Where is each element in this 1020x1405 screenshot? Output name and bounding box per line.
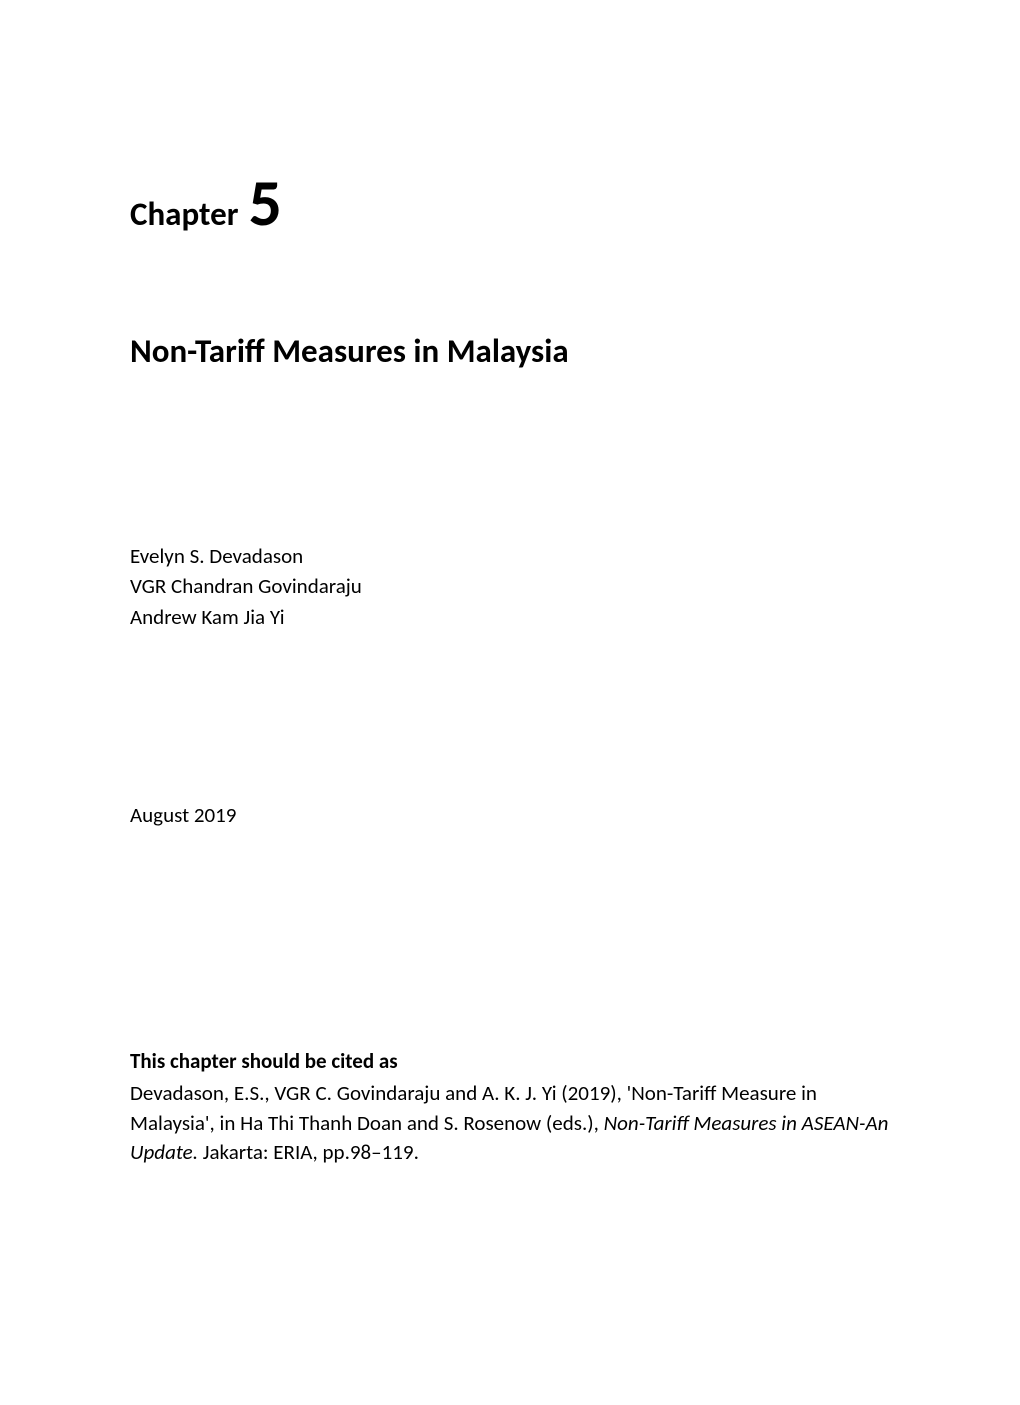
citation-suffix: Jakarta: ERIA, pp.98–119. <box>198 1139 419 1165</box>
citation-heading: This chapter should be cited as <box>130 1048 890 1074</box>
author-name: Evelyn S. Devadason <box>130 541 890 571</box>
chapter-heading: Chapter 5 <box>130 170 890 236</box>
author-name: Andrew Kam Jia Yi <box>130 602 890 632</box>
citation-text: Devadason, E.S., VGR C. Govindaraju and … <box>130 1079 890 1167</box>
chapter-label: Chapter <box>130 194 238 234</box>
chapter-number: 5 <box>248 170 281 236</box>
authors-list: Evelyn S. Devadason VGR Chandran Govinda… <box>130 541 890 632</box>
publication-date: August 2019 <box>130 802 890 828</box>
chapter-title: Non-Tariff Measures in Malaysia <box>130 331 890 371</box>
author-name: VGR Chandran Govindaraju <box>130 571 890 601</box>
